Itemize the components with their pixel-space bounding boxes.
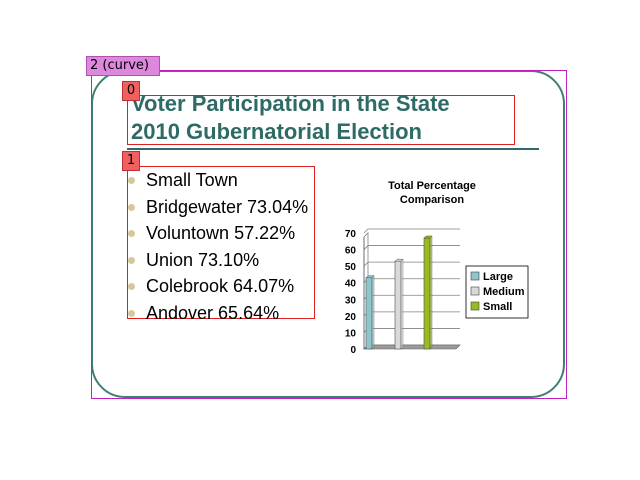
list-item: Union 73.10% [128,247,308,274]
gridline-depth [363,228,369,234]
bullet-icon [128,309,135,317]
y-tick-label: 70 [345,229,357,240]
list-item: Andover 65.64% [128,300,308,327]
bar-large [365,275,375,350]
chart-y-ticks: 0 10 20 30 40 50 60 70 [345,229,357,356]
bar-small [423,235,433,350]
legend-label: Large [483,271,513,283]
list-item-text: Union 73.10% [146,249,260,270]
title-divider [127,148,539,150]
slide-frame [91,70,565,398]
y-tick-label: 20 [345,312,357,323]
annotation-tag-curve: 2 (curve) [86,56,160,76]
y-tick-label: 0 [350,345,356,356]
bullet-icon [128,256,135,264]
legend-label: Medium [483,286,525,298]
bar-top [365,275,375,278]
list-item-text: Bridgewater 73.04% [146,196,309,217]
bar-front [423,237,431,350]
legend-swatch [470,301,480,311]
annotation-tag-title: 0 [122,81,140,101]
list-item: Colebrook 64.07% [128,273,308,300]
annotation-box-title [127,95,515,145]
y-tick-label: 10 [345,328,357,339]
bar-medium [394,258,404,350]
chart-bars [365,235,433,350]
bar-side [400,258,404,350]
bullet-icon [128,230,135,237]
legend-label: Small [483,301,512,313]
y-tick-label: 50 [345,262,357,273]
bar-chart: 0 10 20 30 40 50 60 70 Large Medium Small [345,228,529,356]
chart-floor [363,344,461,350]
bar-front [394,260,402,350]
legend-swatch [470,271,480,281]
list-item-text: Andover 65.64% [146,302,280,323]
y-tick-label: 60 [345,246,357,257]
y-tick-label: 40 [345,279,357,290]
list-item-text: Voluntown 57.22% [146,223,296,243]
list-item-text: Small Town [146,170,238,190]
slide-title-line-1: Voter Participation in the State [131,91,450,116]
list-item: Small Town [128,167,308,194]
chart-legend: Large Medium Small [465,265,529,319]
bar-top [394,258,404,262]
y-tick-label: 30 [345,295,357,306]
chart-title: Total Percentage Comparison [362,179,502,207]
annotation-box-curve [91,70,567,399]
bar-side [429,235,433,350]
slide-title-line-2: 2010 Gubernatorial Election [131,119,422,144]
bullet-icon [128,283,135,290]
gridline-depth [363,261,369,267]
bar-side [371,275,375,350]
legend-swatch [470,286,480,296]
chart-title-line-2: Comparison [399,194,465,206]
bar-front [365,277,373,350]
bullet-icon [128,177,135,184]
gridline-depth [363,245,369,250]
list-item: Bridgewater 73.04% [128,194,308,221]
annotation-box-list [127,166,315,319]
bullet-icon [128,203,135,211]
town-list: Small Town Bridgewater 73.04% Voluntown … [128,167,308,326]
bar-top [423,235,433,239]
list-item-text: Colebrook 64.07% [146,276,295,296]
chart-grid [363,228,461,350]
annotation-tag-list: 1 [122,151,140,171]
list-item: Voluntown 57.22% [128,220,308,247]
chart-title-line-1: Total Percentage [388,180,476,192]
